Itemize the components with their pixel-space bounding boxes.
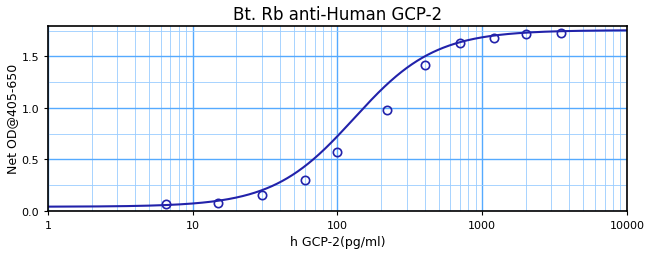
- X-axis label: h GCP-2(pg/ml): h GCP-2(pg/ml): [290, 235, 385, 248]
- Y-axis label: Net OD@405-650: Net OD@405-650: [6, 64, 19, 174]
- Title: Bt. Rb anti-Human GCP-2: Bt. Rb anti-Human GCP-2: [233, 6, 442, 23]
